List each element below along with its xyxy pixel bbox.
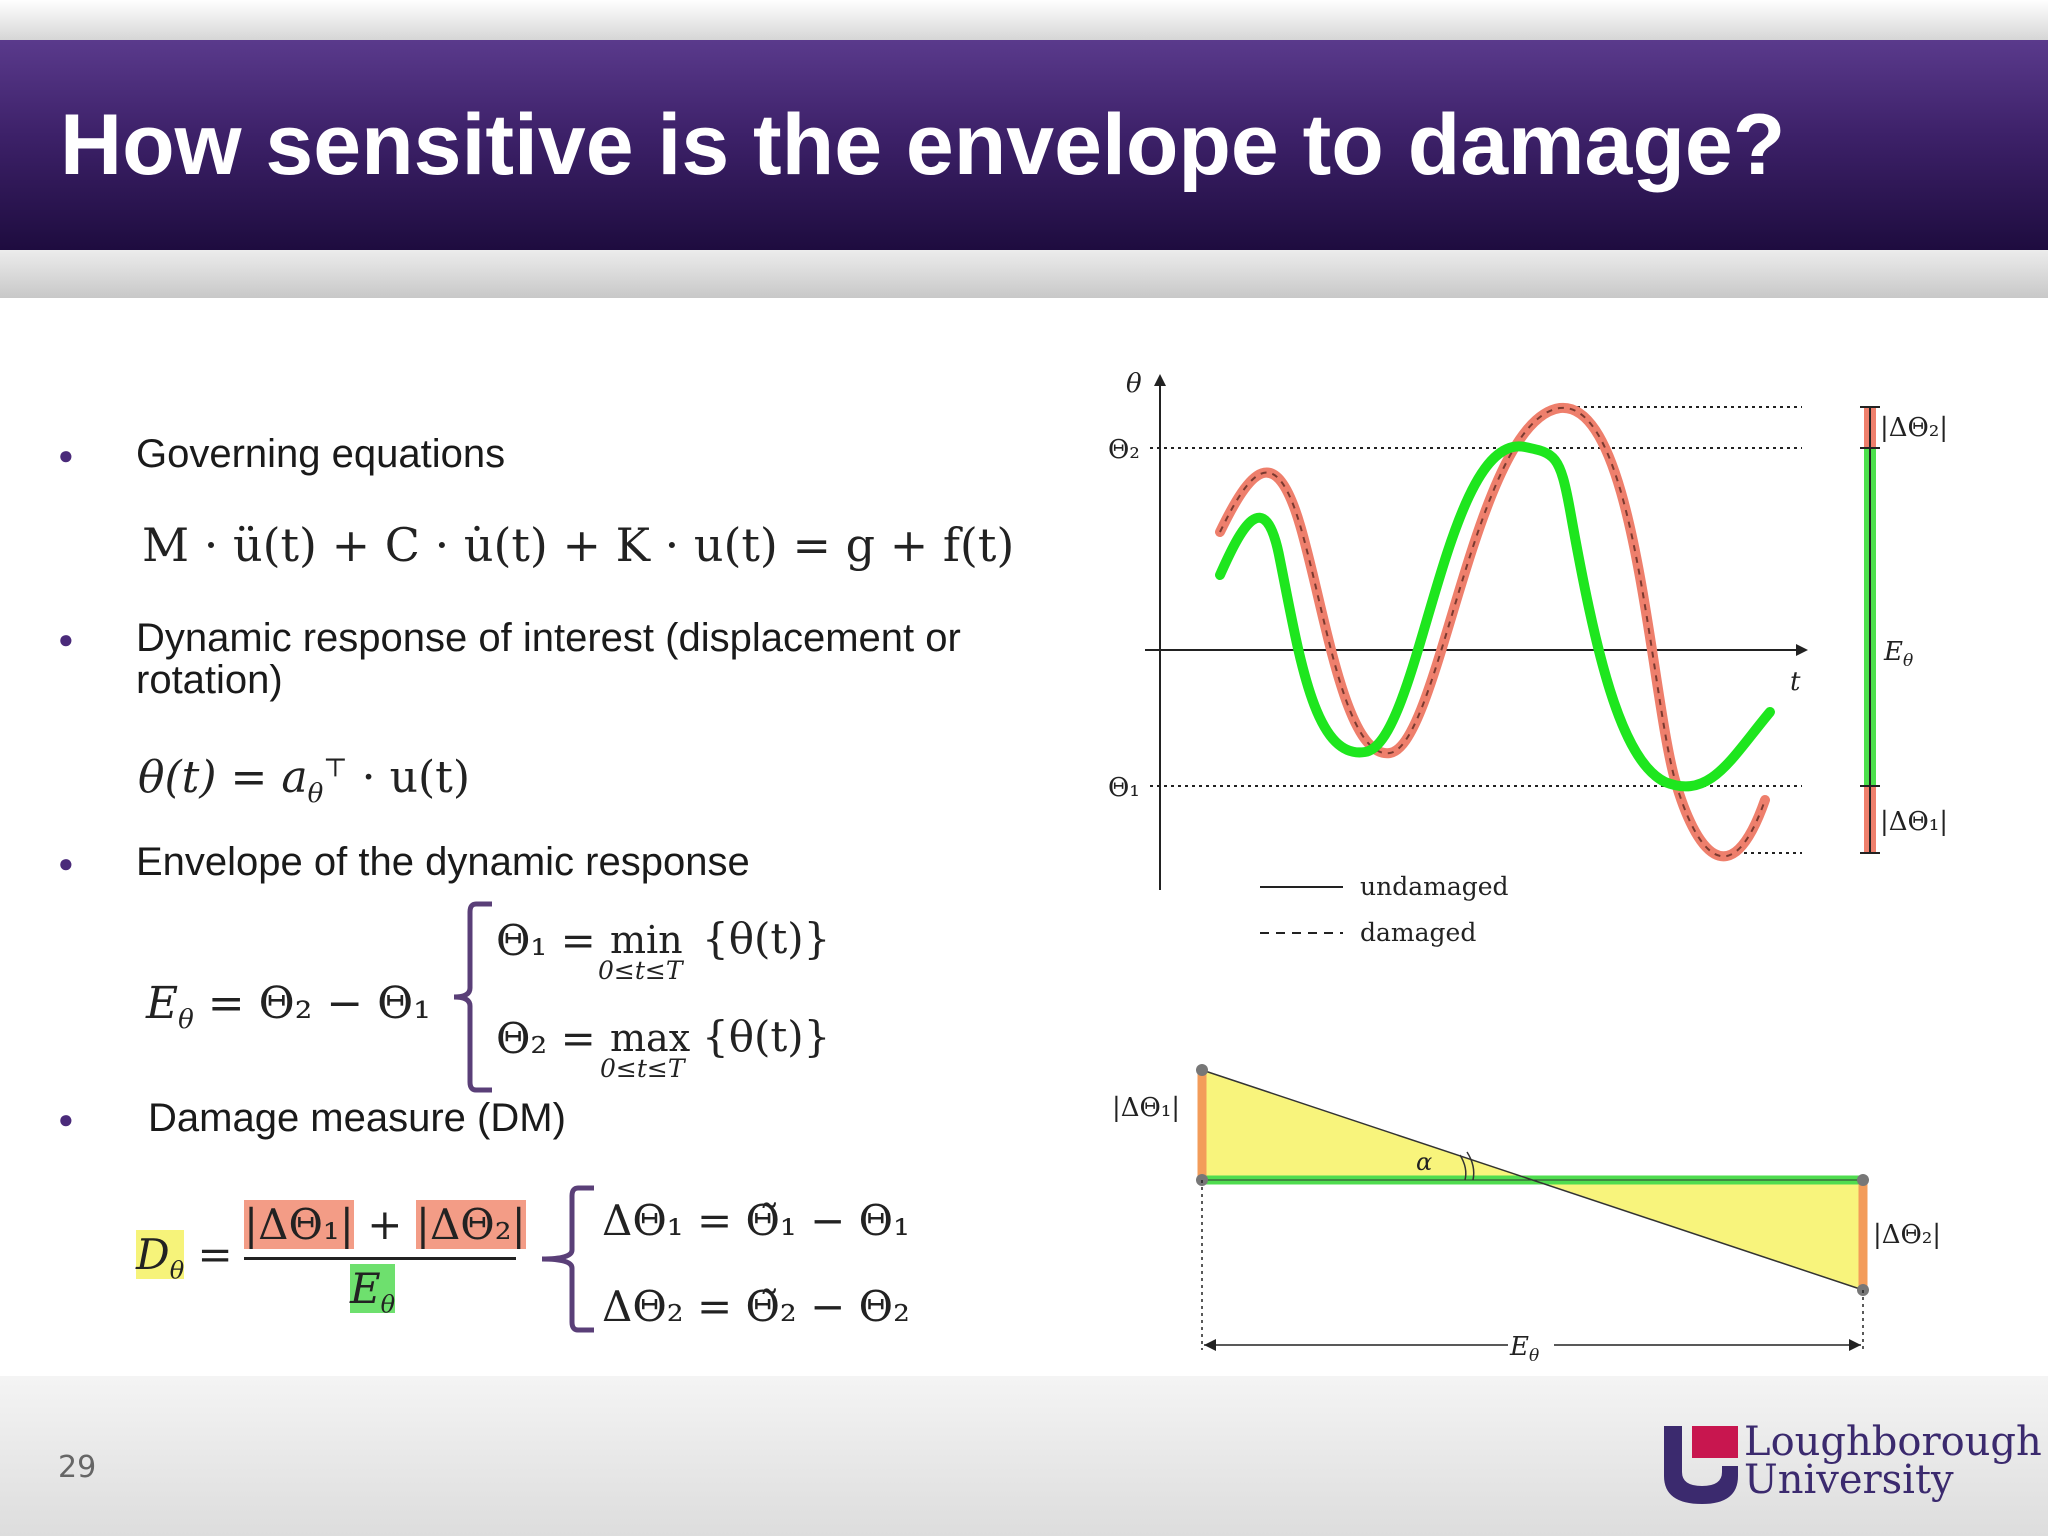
angle-label: α bbox=[1416, 1148, 1432, 1176]
dm-denominator: Eθ bbox=[350, 1264, 396, 1319]
min-operator: min bbox=[610, 918, 683, 962]
dm-fraction-bar bbox=[244, 1257, 516, 1260]
undamaged-curve bbox=[1215, 441, 1775, 792]
title-bar-shade bbox=[0, 250, 2048, 298]
y-axis-label: θ bbox=[1126, 369, 1142, 399]
corner-point bbox=[1857, 1174, 1869, 1186]
x-axis-arrow bbox=[1796, 644, 1808, 656]
delta2-def: ΔΘ₂ = Θ̃₂ − Θ₂ bbox=[602, 1282, 910, 1331]
bullet-marker: ● bbox=[58, 624, 74, 654]
min-set: {θ(t)} bbox=[702, 914, 831, 963]
legend-undamaged: undamaged bbox=[1360, 872, 1509, 901]
theta2-def: Θ₂ = bbox=[496, 1014, 596, 1063]
governing-equation: M · ü(t) + C · u̇(t) + K · u(t) = g + f(… bbox=[142, 518, 1015, 572]
envelope-brace bbox=[453, 901, 492, 1093]
bullet-envelope: Envelope of the dynamic response bbox=[136, 840, 750, 884]
delta1-label: |ΔΘ₁| bbox=[1880, 807, 1948, 837]
legend-damaged: damaged bbox=[1360, 918, 1476, 947]
page-number: 29 bbox=[58, 1450, 97, 1485]
bullet-marker: ● bbox=[58, 1104, 74, 1134]
response-equation: θ(t) = aθ⊤ · u(t) bbox=[138, 752, 470, 809]
theta2-label: Θ₂ bbox=[1108, 435, 1140, 465]
x-axis-label: t bbox=[1790, 667, 1801, 697]
damage-geometry-figure: α |ΔΘ₁| |ΔΘ₂| Eθ bbox=[1112, 1064, 1941, 1366]
delta1-def: ΔΘ₁ = Θ̃₁ − Θ₁ bbox=[602, 1196, 910, 1245]
theta1-def: Θ₁ = bbox=[496, 916, 596, 965]
theta1-label: Θ₁ bbox=[1108, 773, 1140, 803]
slide-title: How sensitive is the envelope to damage? bbox=[60, 97, 1786, 193]
bullet-governing: Governing equations bbox=[136, 432, 506, 476]
max-range: 0≤t≤T bbox=[600, 1054, 685, 1083]
top-band bbox=[0, 0, 2048, 40]
bullet-response: Dynamic response of interest (displaceme… bbox=[136, 616, 961, 702]
y-axis-arrow bbox=[1154, 374, 1166, 386]
bullet-marker: ● bbox=[58, 848, 74, 878]
delta2-label: |ΔΘ₂| bbox=[1880, 413, 1948, 443]
width-arrow-left bbox=[1204, 1339, 1216, 1351]
width-label: Eθ bbox=[1509, 1332, 1539, 1366]
right-delta-label: |ΔΘ₂| bbox=[1873, 1220, 1941, 1250]
envelope-equation: Eθ = Θ₂ − Θ₁ bbox=[146, 978, 431, 1035]
university-name-line1: Loughborough bbox=[1744, 1419, 2042, 1465]
dm-numerator: |ΔΘ₁| + |ΔΘ₂| bbox=[244, 1200, 526, 1249]
envelope-figure: θ t Θ₂ Θ₁ |ΔΘ₂| Eθ |ΔΘ₁| undamaged damag… bbox=[1108, 369, 1948, 947]
min-range: 0≤t≤T bbox=[598, 956, 683, 985]
angle-arc bbox=[1459, 1154, 1467, 1181]
max-operator: max bbox=[610, 1016, 691, 1060]
width-arrow-right bbox=[1849, 1339, 1861, 1351]
title-bar bbox=[0, 40, 2048, 250]
university-logo-mark bbox=[1664, 1426, 1738, 1504]
width-label-bg bbox=[1508, 1330, 1554, 1360]
dm-lhs: Dθ = bbox=[136, 1230, 233, 1285]
bullet-marker: ● bbox=[58, 440, 74, 470]
max-set: {θ(t)} bbox=[702, 1012, 831, 1061]
university-name-line2: University bbox=[1744, 1457, 1954, 1503]
angle-arc bbox=[1466, 1151, 1475, 1181]
bullet-damage-measure: Damage measure (DM) bbox=[148, 1096, 566, 1140]
envelope-label: Eθ bbox=[1883, 637, 1913, 671]
left-delta-label: |ΔΘ₁| bbox=[1112, 1093, 1180, 1123]
corner-point bbox=[1196, 1064, 1208, 1076]
dm-brace bbox=[541, 1185, 594, 1333]
